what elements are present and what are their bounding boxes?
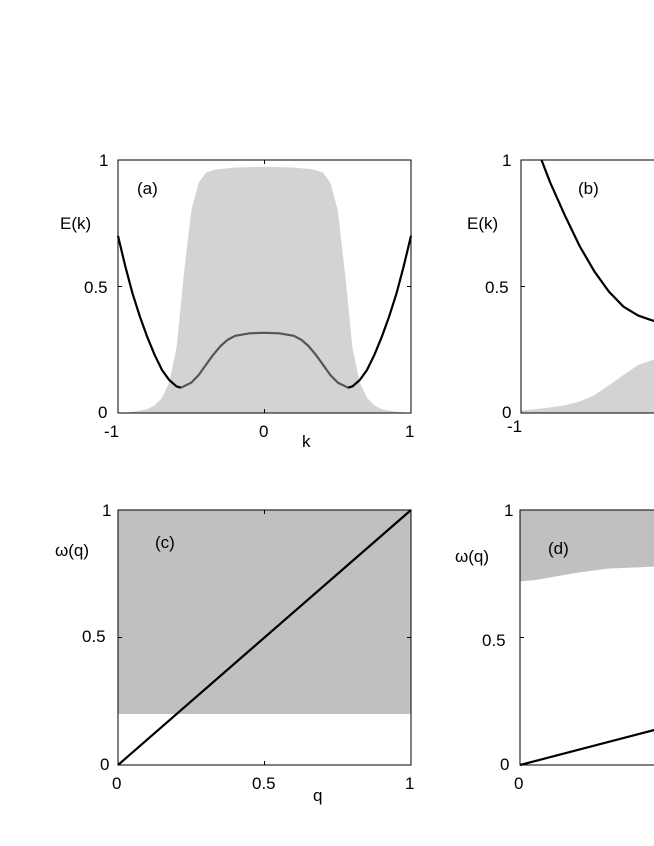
panel-d-ytick-0: 0 <box>500 755 509 774</box>
panel-b-y-axis-label: E(k) <box>467 214 498 233</box>
panel-d-shaded-region <box>520 510 654 582</box>
panel-b-label: (b) <box>578 179 599 198</box>
panel-d-xtick-0: 0 <box>514 774 523 793</box>
panel-a-shaded-area <box>118 166 411 413</box>
panel-c-shaded-area <box>118 510 411 714</box>
panel-a-x-axis-label: k <box>302 432 311 451</box>
panel-a-series-line-2 <box>347 235 413 389</box>
panel-a-xtick-0: 0 <box>259 422 268 441</box>
panel-a-curves <box>116 235 413 389</box>
panel-d-tick-marks <box>519 509 524 766</box>
panel-c-series-line-0 <box>117 509 412 766</box>
panel-c-xtick-1: 1 <box>405 774 414 793</box>
panel-b-curves <box>540 159 654 322</box>
panel-a-xtick-neg1: -1 <box>104 422 119 441</box>
panel-d: (d) ω(q) 1 0.5 0 0 <box>455 501 654 793</box>
panel-a-shaded-region <box>118 166 411 413</box>
panel-b: (b) E(k) 1 0.5 0 -1 <box>467 151 654 436</box>
panel-d-label: (d) <box>548 539 569 558</box>
panel-a-ytick-0.5: 0.5 <box>84 278 108 297</box>
panel-d-series-line-0 <box>519 728 654 767</box>
panel-a-ytick-0: 0 <box>98 403 107 422</box>
panel-a: (a) E(k) k 1 0.5 0 -1 0 1 <box>60 151 414 451</box>
panel-d-y-axis-label: ω(q) <box>455 547 489 566</box>
panel-c-label: (c) <box>155 533 175 552</box>
panel-a-y-axis-label: E(k) <box>60 214 91 233</box>
panel-c-shaded-region <box>118 510 411 714</box>
panel-a-tick-marks <box>117 159 412 414</box>
panel-b-shaded-area <box>521 359 654 413</box>
panel-c-curves <box>117 509 412 766</box>
panel-a-xtick-1: 1 <box>405 422 414 441</box>
panel-b-ytick-1: 1 <box>502 151 511 170</box>
panel-b-ytick-0.5: 0.5 <box>485 278 509 297</box>
panel-c-xtick-0: 0 <box>112 774 121 793</box>
panel-d-curves <box>519 728 654 767</box>
panel-b-shaded-region <box>521 359 654 413</box>
panel-b-ytick-0: 0 <box>502 403 511 422</box>
panel-d-ytick-1: 1 <box>504 501 513 520</box>
panel-b-series-line-0 <box>540 159 654 322</box>
panel-d-ytick-0.5: 0.5 <box>482 631 506 650</box>
panel-c-xtick-0.5: 0.5 <box>252 774 276 793</box>
panel-d-shaded-area <box>520 510 654 582</box>
panel-c: (c) ω(q) q 1 0.5 0 0 0.5 1 <box>55 501 414 805</box>
panel-b-xtick-neg1: -1 <box>507 417 522 436</box>
panel-c-y-axis-label: ω(q) <box>55 541 89 560</box>
panel-c-ytick-0.5: 0.5 <box>82 627 106 646</box>
panel-c-ytick-1: 1 <box>102 501 111 520</box>
panel-a-series-line-1 <box>180 331 349 389</box>
panel-a-label: (a) <box>137 179 158 198</box>
panel-c-tick-marks <box>117 509 412 766</box>
panel-a-ytick-1: 1 <box>99 151 108 170</box>
panel-c-ytick-0: 0 <box>100 755 109 774</box>
panel-c-x-axis-label: q <box>313 786 322 805</box>
panel-a-series-line-0 <box>116 235 182 389</box>
panel-b-tick-marks <box>520 159 525 414</box>
